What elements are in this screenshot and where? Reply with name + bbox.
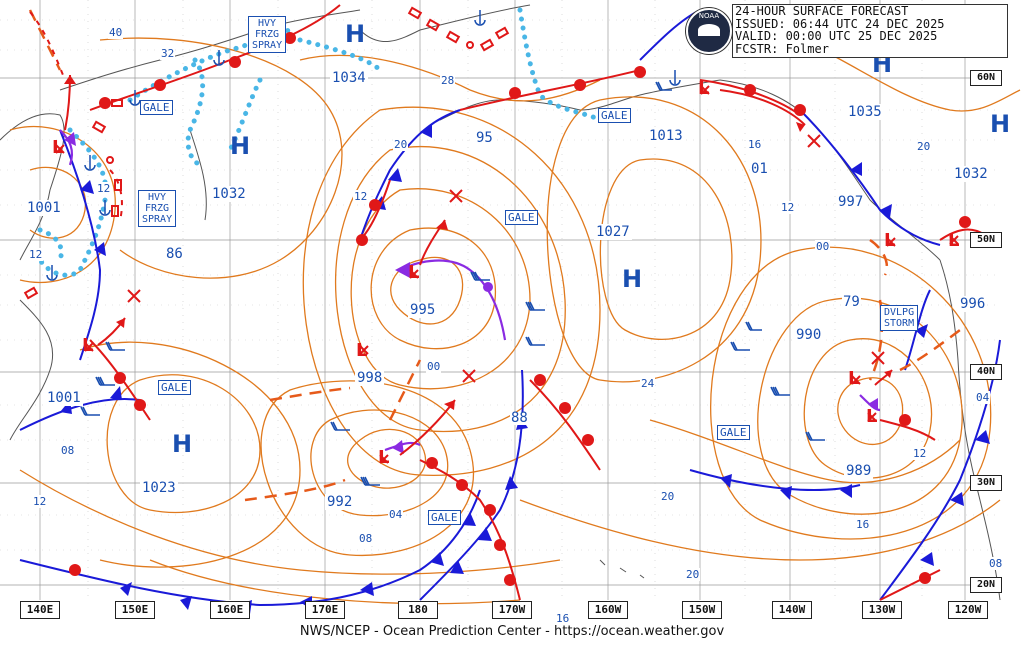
arrow-heads <box>64 75 892 410</box>
forecast-header: 24-HOUR SURFACE FORECAST ISSUED: 06:44 U… <box>732 4 1008 58</box>
warm-front-bumps <box>69 32 971 586</box>
future-positions <box>127 134 885 383</box>
footer-credit: NWS/NCEP - Ocean Prediction Center - htt… <box>299 624 725 639</box>
low-center-marks <box>55 85 959 464</box>
noaa-logo: NOAA <box>686 8 732 54</box>
header-line-2: ISSUED: 06:44 UTC 24 DEC 2025 <box>735 16 945 31</box>
header-line-3: VALID: 00:00 UTC 25 DEC 2025 <box>735 29 938 43</box>
ice-edge <box>23 6 510 300</box>
occluded-symbols <box>64 132 878 454</box>
noaa-logo-bird-icon <box>698 24 720 36</box>
cold-front-barbs <box>60 124 990 614</box>
noaa-logo-text: NOAA <box>698 12 720 20</box>
freezing-spray-symbols <box>46 10 681 281</box>
ice-edge-dashes <box>29 11 123 221</box>
header-line-4: FCSTR: Folmer <box>735 41 829 56</box>
header-line-1: 24-HOUR SURFACE FORECAST <box>735 4 909 18</box>
isobars <box>9 37 1021 605</box>
cold-fronts <box>19 9 1001 607</box>
wind-barbs <box>80 81 825 486</box>
